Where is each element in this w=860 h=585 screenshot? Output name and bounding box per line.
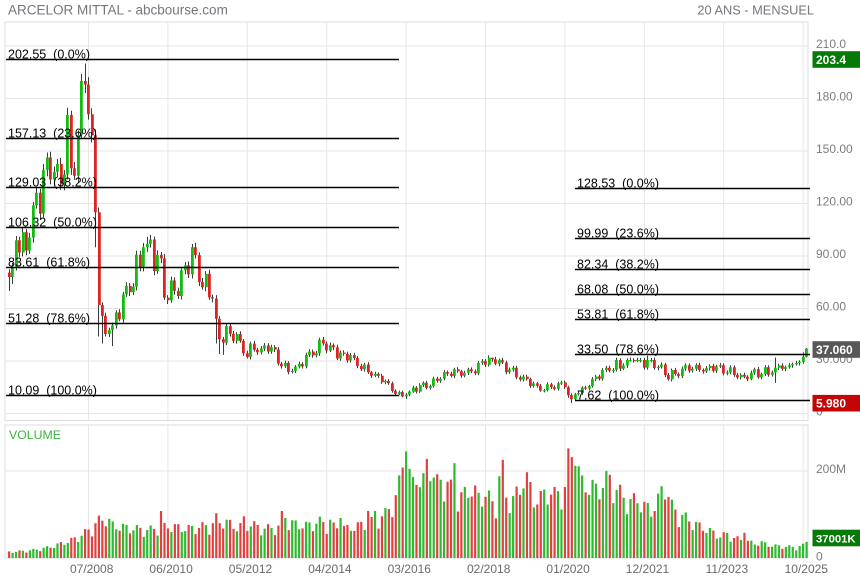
svg-text:01/2020: 01/2020 (546, 562, 590, 576)
svg-text:202.55 (0.0%): 202.55 (0.0%) (8, 47, 90, 61)
svg-text:90.00: 90.00 (816, 247, 846, 261)
svg-text:150.00: 150.00 (816, 142, 853, 156)
svg-text:ARCELOR MITTAL - abcbourse.com: ARCELOR MITTAL - abcbourse.com (8, 3, 228, 18)
svg-text:11/2023: 11/2023 (706, 562, 749, 576)
svg-text:VOLUME: VOLUME (9, 428, 61, 442)
svg-text:10/2025: 10/2025 (785, 562, 829, 576)
svg-text:129.03 (38.2%): 129.03 (38.2%) (8, 175, 97, 189)
svg-text:99.99 (23.6%): 99.99 (23.6%) (577, 226, 659, 240)
svg-text:120.00: 120.00 (816, 195, 853, 209)
svg-text:106.32 (50.0%): 106.32 (50.0%) (8, 215, 97, 229)
svg-text:03/2016: 03/2016 (388, 562, 432, 576)
svg-text:203.4: 203.4 (816, 53, 846, 67)
svg-text:200M: 200M (816, 462, 846, 476)
svg-text:10.09 (100.0%): 10.09 (100.0%) (8, 383, 97, 397)
svg-text:68.08 (50.0%): 68.08 (50.0%) (577, 282, 659, 296)
svg-text:157.13 (23.6%): 157.13 (23.6%) (8, 126, 97, 140)
svg-text:33.50 (78.6%): 33.50 (78.6%) (577, 342, 659, 356)
svg-text:02/2018: 02/2018 (467, 562, 511, 576)
svg-text:04/2014: 04/2014 (308, 562, 352, 576)
svg-text:210.0: 210.0 (816, 37, 846, 51)
svg-text:5.980: 5.980 (816, 397, 846, 411)
svg-text:82.34 (38.2%): 82.34 (38.2%) (577, 257, 659, 271)
svg-text:37001K: 37001K (816, 533, 856, 545)
svg-text:12/2021: 12/2021 (626, 562, 670, 576)
svg-text:7.62 (100.0%): 7.62 (100.0%) (577, 388, 659, 402)
svg-text:53.81 (61.8%): 53.81 (61.8%) (577, 307, 659, 321)
svg-text:07/2008: 07/2008 (70, 562, 114, 576)
svg-text:06/2010: 06/2010 (149, 562, 193, 576)
svg-text:128.53 (0.0%): 128.53 (0.0%) (577, 176, 659, 190)
svg-text:20 ANS - MENSUEL: 20 ANS - MENSUEL (697, 3, 814, 18)
svg-text:83.61 (61.8%): 83.61 (61.8%) (8, 255, 90, 269)
svg-text:180.00: 180.00 (816, 90, 853, 104)
svg-text:60.00: 60.00 (816, 300, 846, 314)
svg-text:51.28 (78.6%): 51.28 (78.6%) (8, 311, 90, 325)
svg-text:37.060: 37.060 (816, 343, 853, 357)
svg-text:05/2012: 05/2012 (229, 562, 273, 576)
